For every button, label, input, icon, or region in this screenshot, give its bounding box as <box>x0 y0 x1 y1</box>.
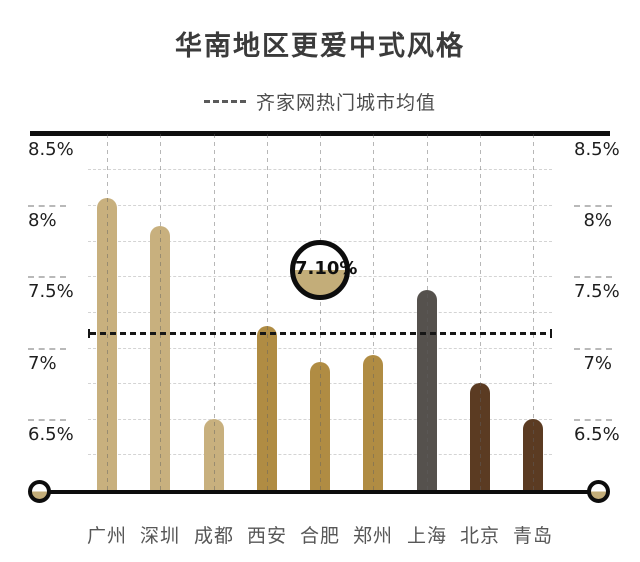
x-axis-label: 上海 <box>406 525 447 547</box>
vertical-gridline <box>214 134 215 492</box>
chart-bar-6 <box>363 355 383 492</box>
y-axis-tick-right <box>574 276 612 278</box>
x-axis-label: 青岛 <box>512 525 553 547</box>
chart-bar-5 <box>310 362 330 492</box>
x-axis-end-circle-right <box>587 480 610 503</box>
x-axis-label: 成都 <box>193 525 234 547</box>
y-axis-tick-right <box>574 419 612 421</box>
y-axis-label-right: 6.5% <box>574 424 620 445</box>
vertical-gridline <box>533 134 534 492</box>
vertical-gridline <box>267 134 268 492</box>
vertical-gridline <box>427 134 428 492</box>
chart-bar-2 <box>150 226 170 492</box>
y-axis-tick-right <box>574 348 612 350</box>
horizontal-gridline <box>88 312 552 313</box>
mean-dashed-line-legend-icon <box>203 100 246 103</box>
x-axis-baseline <box>40 490 599 494</box>
chart-top-border-rule <box>30 131 610 136</box>
vertical-gridline <box>320 134 321 492</box>
y-axis-label-right: 8.5% <box>574 139 620 160</box>
y-axis-tick-left <box>28 419 66 421</box>
x-axis-label: 郑州 <box>352 525 393 547</box>
y-axis-tick-left <box>28 348 66 350</box>
page-title: 华南地区更爱中式风格 <box>175 31 465 62</box>
chart-bar-8 <box>470 383 490 492</box>
horizontal-gridline <box>88 169 552 170</box>
vertical-gridline <box>373 134 374 492</box>
mean-line-right-tick <box>550 329 552 338</box>
y-axis-tick-left <box>28 205 66 207</box>
y-axis-tick-left <box>28 276 66 278</box>
x-axis-label: 广州 <box>86 525 127 547</box>
chart-bar-4 <box>257 326 277 492</box>
horizontal-gridline <box>88 348 552 349</box>
y-axis-label-left: 6.5% <box>28 424 74 445</box>
y-axis-tick-right <box>574 205 612 207</box>
x-axis-label: 深圳 <box>139 525 180 547</box>
y-axis-label-left: 8.5% <box>28 139 74 160</box>
y-axis-label-left: 7% <box>28 353 57 374</box>
vertical-gridline <box>107 134 108 492</box>
chart-bar-9 <box>523 419 543 492</box>
x-axis-label: 西安 <box>246 525 287 547</box>
y-axis-label-left: 7.5% <box>28 281 74 302</box>
y-axis-label-right: 7% <box>583 353 612 374</box>
y-axis-label-right: 7.5% <box>574 281 620 302</box>
chart-bar-1 <box>97 198 117 492</box>
mean-line-left-tick <box>88 329 90 338</box>
y-axis-label-left: 8% <box>28 210 57 231</box>
chart-bar-3 <box>204 419 224 492</box>
x-axis-end-circle-left <box>28 480 51 503</box>
vertical-gridline <box>160 134 161 492</box>
chart-bar-7 <box>417 290 437 492</box>
chart-legend: 齐家网热门城市均值 <box>0 88 640 115</box>
x-axis-label: 合肥 <box>299 525 340 547</box>
legend-label: 齐家网热门城市均值 <box>255 92 436 114</box>
y-axis-label-right: 8% <box>583 210 612 231</box>
vertical-gridline <box>480 134 481 492</box>
x-axis-label: 北京 <box>459 525 500 547</box>
mean-value-badge: 7.10% <box>290 240 357 300</box>
horizontal-gridline <box>88 205 552 206</box>
mean-value-line <box>88 329 552 338</box>
